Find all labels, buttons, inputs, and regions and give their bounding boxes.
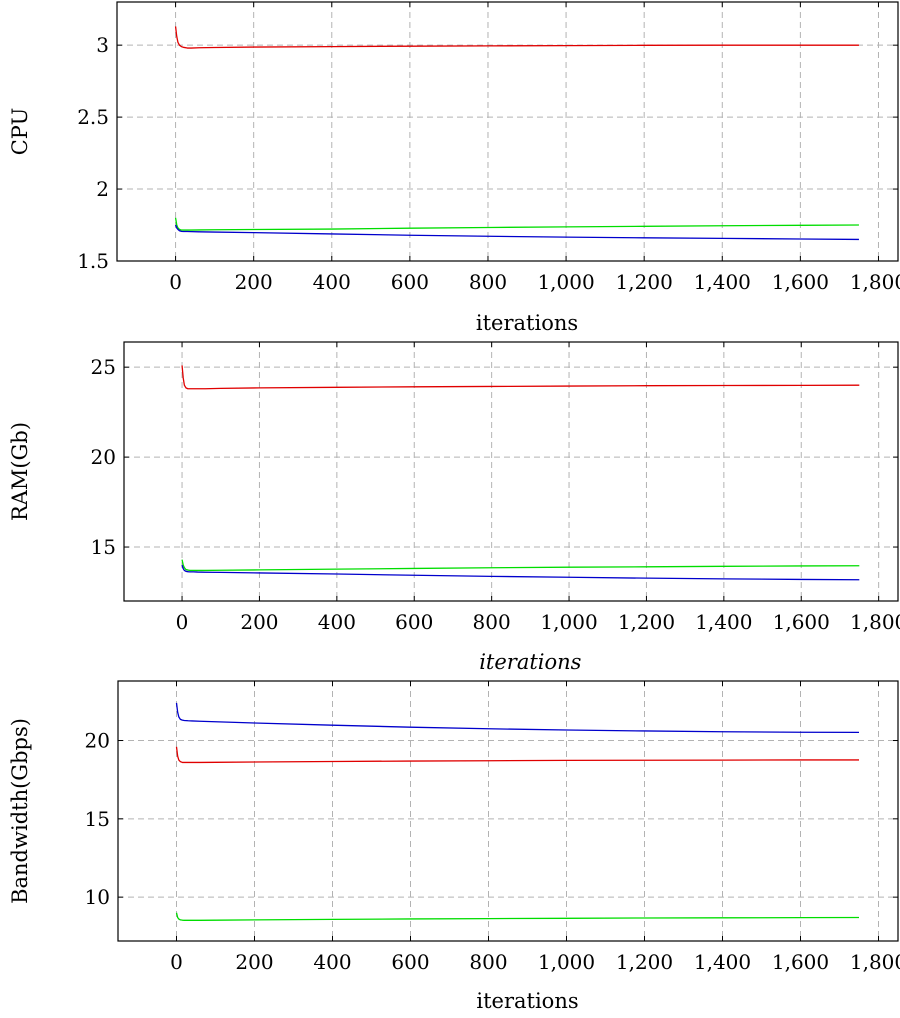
bandwidth-series-green	[175, 912, 860, 921]
cpu-chart: 0 200 400 600 800 1,000 1,200 1,400 1,600 1,800 1.…	[8, 1, 900, 335]
bandwidth-x-tick-label-1: 200	[235, 950, 273, 974]
bandwidth-x-axis-title: iterations	[476, 989, 578, 1013]
bandwidth-x-tick-label-3: 600	[391, 950, 429, 974]
bandwidth-x-tick-label-2: 400	[313, 950, 351, 974]
cpu-x-tick-label-1: 200	[235, 270, 273, 294]
cpu-plot-frame	[116, 1, 899, 262]
ram-y-tick-label-1: 20	[91, 445, 116, 469]
cpu-x-tick-label-4: 800	[469, 270, 507, 294]
cpu-grid	[117, 2, 898, 262]
cpu-x-tick-label-8: 1,600	[772, 270, 829, 294]
ram-series-red	[181, 365, 860, 390]
bandwidth-grid	[118, 681, 898, 941]
cpu-x-tick-label-9: 1,800	[850, 270, 900, 294]
cpu-x-tick-label-5: 1,000	[537, 270, 594, 294]
bandwidth-series-blue	[175, 702, 860, 734]
ram-x-tick-label-1: 200	[240, 610, 278, 634]
ram-plot-frame	[123, 341, 899, 602]
ram-x-tick-label-2: 400	[318, 610, 356, 634]
bandwidth-chart: 0 200 400 600 800 1,000 1,200 1,400 1,600 1,800 10…	[8, 680, 900, 1013]
bandwidth-x-tick-label-5: 1,000	[538, 950, 595, 974]
cpu-y-tick-label-3: 3	[96, 33, 109, 57]
ram-x-tick-label-4: 800	[473, 610, 511, 634]
cpu-x-tick-label-0: 0	[169, 270, 182, 294]
cpu-series-blue	[174, 224, 859, 241]
bandwidth-x-tick-label-4: 800	[469, 950, 507, 974]
bandwidth-y-axis-title: Bandwidth(Gbps)	[8, 718, 32, 904]
ram-grid	[124, 342, 898, 601]
cpu-y-tick-label-1: 2	[96, 177, 109, 201]
ram-x-tick-label-8: 1,600	[773, 610, 830, 634]
bandwidth-y-tick-label-0: 10	[85, 885, 110, 909]
cpu-y-tick-label-0: 1.5	[77, 249, 109, 273]
cpu-x-tick-label-7: 1,400	[694, 270, 751, 294]
bandwidth-y-tick-label-2: 20	[85, 729, 110, 753]
ram-x-tick-label-9: 1,800	[850, 610, 900, 634]
cpu-y-axis-title: CPU	[8, 108, 32, 156]
bandwidth-x-tick-label-7: 1,400	[694, 950, 751, 974]
ram-x-tick-label-7: 1,400	[695, 610, 752, 634]
ram-chart: 0 200 400 600 800 1,000 1,200 1,400 1,600 1,800 15…	[8, 341, 900, 674]
ram-x-tick-label-0: 0	[176, 610, 189, 634]
cpu-series-red	[174, 26, 859, 49]
ram-y-tick-label-2: 25	[91, 355, 116, 379]
ram-x-tick-label-6: 1,200	[618, 610, 675, 634]
bandwidth-x-tick-label-0: 0	[170, 950, 183, 974]
ram-series-green	[181, 559, 860, 572]
ram-series-blue	[181, 564, 860, 581]
ram-y-tick-label-0: 15	[91, 535, 116, 559]
cpu-x-tick-label-6: 1,200	[616, 270, 673, 294]
bandwidth-x-tick-label-9: 1,800	[850, 950, 900, 974]
bandwidth-x-tick-label-6: 1,200	[616, 950, 673, 974]
ram-y-axis-title: RAM(Gb)	[8, 422, 32, 521]
ram-x-tick-label-5: 1,000	[540, 610, 597, 634]
ram-x-axis-title: iterations	[479, 650, 581, 674]
ram-x-tick-label-3: 600	[395, 610, 433, 634]
cpu-x-tick-label-3: 600	[391, 270, 429, 294]
cpu-x-tick-label-2: 400	[313, 270, 351, 294]
bandwidth-y-tick-label-1: 15	[85, 807, 110, 831]
bandwidth-series-red	[175, 746, 859, 764]
cpu-x-axis-title: iterations	[476, 311, 578, 335]
cpu-series-green	[174, 217, 859, 231]
bandwidth-x-tick-label-8: 1,600	[772, 950, 829, 974]
bandwidth-plot-frame	[117, 680, 899, 942]
cpu-y-tick-label-2: 2.5	[77, 105, 109, 129]
